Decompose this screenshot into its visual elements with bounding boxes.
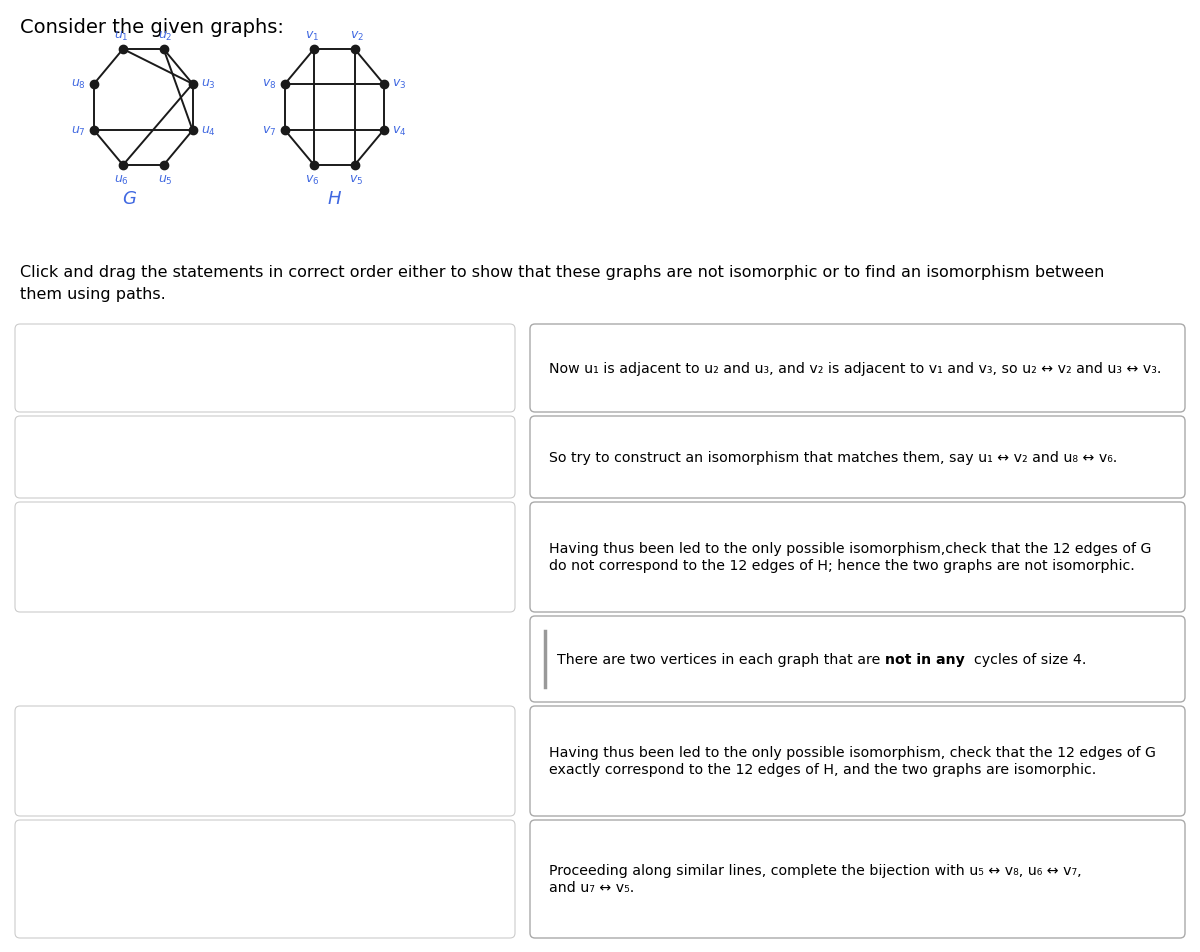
FancyBboxPatch shape — [530, 616, 1186, 703]
Text: $u_{5}$: $u_{5}$ — [158, 173, 173, 187]
Text: G: G — [122, 189, 136, 208]
FancyBboxPatch shape — [14, 706, 515, 816]
FancyBboxPatch shape — [530, 325, 1186, 412]
Text: $u_{2}$: $u_{2}$ — [158, 30, 173, 43]
Text: $v_{1}$: $v_{1}$ — [305, 30, 319, 43]
FancyBboxPatch shape — [530, 503, 1186, 612]
Text: $v_{8}$: $v_{8}$ — [262, 78, 276, 91]
Text: Now u₁ is adjacent to u₂ and u₃, and v₂ is adjacent to v₁ and v₃, so u₂ ↔ v₂ and: Now u₁ is adjacent to u₂ and u₃, and v₂ … — [550, 362, 1162, 376]
Text: Having thus been led to the only possible isomorphism, check that the 12 edges o: Having thus been led to the only possibl… — [550, 745, 1156, 760]
FancyBboxPatch shape — [14, 417, 515, 499]
FancyBboxPatch shape — [14, 503, 515, 612]
Text: $v_{6}$: $v_{6}$ — [305, 173, 319, 187]
Text: $u_{8}$: $u_{8}$ — [71, 78, 85, 91]
Text: $u_{3}$: $u_{3}$ — [202, 78, 216, 91]
FancyBboxPatch shape — [530, 820, 1186, 938]
Text: and u₇ ↔ v₅.: and u₇ ↔ v₅. — [550, 881, 635, 895]
Text: Proceeding along similar lines, complete the bijection with u₅ ↔ v₈, u₆ ↔ v₇,: Proceeding along similar lines, complete… — [550, 863, 1081, 878]
Text: $v_{2}$: $v_{2}$ — [349, 30, 364, 43]
Text: $u_{4}$: $u_{4}$ — [202, 125, 216, 138]
FancyBboxPatch shape — [14, 325, 515, 412]
FancyBboxPatch shape — [530, 706, 1186, 816]
Text: H: H — [328, 189, 341, 208]
Text: $v_{7}$: $v_{7}$ — [262, 125, 276, 138]
Text: $v_{3}$: $v_{3}$ — [392, 78, 407, 91]
Text: do not correspond to the 12 edges of H; hence the two graphs are not isomorphic.: do not correspond to the 12 edges of H; … — [550, 559, 1135, 573]
Text: $v_{4}$: $v_{4}$ — [392, 125, 407, 138]
FancyBboxPatch shape — [530, 417, 1186, 499]
Text: There are two vertices in each graph that are: There are two vertices in each graph tha… — [557, 652, 884, 666]
FancyBboxPatch shape — [14, 820, 515, 938]
Text: Having thus been led to the only possible isomorphism,check that the 12 edges of: Having thus been led to the only possibl… — [550, 542, 1151, 556]
Text: not in any: not in any — [884, 652, 965, 666]
Text: Click and drag the statements in correct order either to show that these graphs : Click and drag the statements in correct… — [20, 265, 1104, 301]
Text: $u_{6}$: $u_{6}$ — [114, 173, 128, 187]
Text: $u_{1}$: $u_{1}$ — [114, 30, 128, 43]
Text: So try to construct an isomorphism that matches them, say u₁ ↔ v₂ and u₈ ↔ v₆.: So try to construct an isomorphism that … — [550, 450, 1117, 465]
Text: $v_{5}$: $v_{5}$ — [349, 173, 364, 187]
Text: Consider the given graphs:: Consider the given graphs: — [20, 18, 284, 37]
Text: exactly correspond to the 12 edges of H, and the two graphs are isomorphic.: exactly correspond to the 12 edges of H,… — [550, 763, 1097, 777]
Text: $u_{7}$: $u_{7}$ — [71, 125, 85, 138]
Text: cycles of size 4.: cycles of size 4. — [965, 652, 1086, 666]
